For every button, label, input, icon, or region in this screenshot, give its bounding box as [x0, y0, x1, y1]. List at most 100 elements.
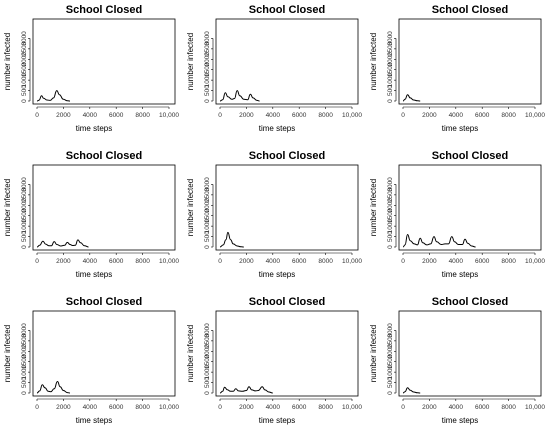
chart-panel: School Closed 0 500 1000 1500 2000 2500 3000 0 20… [366, 0, 549, 143]
y-tick-label: 500 [387, 377, 394, 388]
y-tick-label: 500 [387, 231, 394, 242]
x-tick-label: 2000 [239, 112, 254, 119]
x-tick-label: 10,000 [525, 112, 545, 119]
x-tick-label: 8000 [135, 404, 150, 411]
x-axis-label: time steps [76, 270, 112, 279]
x-tick-label: 8000 [318, 258, 333, 265]
x-tick-label: 4000 [83, 112, 98, 119]
chart-title: School Closed [66, 150, 142, 162]
x-tick-label: 4000 [449, 258, 464, 265]
infection-curve [402, 233, 476, 248]
y-tick-label: 1500 [387, 62, 394, 77]
x-tick-label: 0 [35, 404, 39, 411]
x-axis-label: time steps [259, 124, 295, 133]
y-tick-label: 0 [21, 99, 28, 103]
x-tick-label: 4000 [83, 258, 98, 265]
x-tick-label: 10,000 [159, 112, 179, 119]
y-tick-label: 1500 [204, 208, 211, 223]
x-tick-label: 0 [35, 112, 39, 119]
chart-title: School Closed [249, 150, 325, 162]
y-axis-label: number infected [3, 325, 12, 382]
y-tick-label: 0 [387, 99, 394, 103]
chart-panel: School Closed 0 500 1000 1500 2000 2500 3000 0 20… [183, 292, 366, 435]
y-tick-label: 1500 [21, 354, 28, 369]
x-axis-label: time steps [259, 270, 295, 279]
chart-title: School Closed [66, 296, 142, 308]
y-tick-label: 1000 [387, 73, 394, 88]
y-axis-label: number infected [3, 33, 12, 90]
y-tick-label: 3000 [21, 177, 28, 192]
x-tick-label: 6000 [292, 112, 307, 119]
chart-panel: School Closed 0 500 1000 1500 2000 2500 3000 0 20… [183, 146, 366, 289]
y-tick-label: 2500 [387, 41, 394, 56]
y-tick-label: 0 [387, 245, 394, 249]
y-tick-label: 3000 [204, 323, 211, 338]
y-tick-label: 0 [204, 391, 211, 395]
y-tick-label: 2500 [204, 41, 211, 56]
y-axis-label: number infected [186, 325, 195, 382]
y-tick-label: 1000 [387, 365, 394, 380]
x-tick-label: 0 [35, 258, 39, 265]
x-tick-label: 6000 [109, 258, 124, 265]
y-tick-label: 500 [204, 231, 211, 242]
y-tick-label: 1500 [204, 62, 211, 77]
plot-frame [215, 18, 359, 105]
chart-title: School Closed [249, 4, 325, 16]
chart-title: School Closed [432, 296, 508, 308]
x-tick-label: 2000 [422, 404, 437, 411]
x-tick-label: 8000 [501, 258, 516, 265]
x-tick-label: 8000 [318, 404, 333, 411]
x-tick-label: 6000 [109, 112, 124, 119]
y-tick-label: 1000 [204, 73, 211, 88]
y-tick-label: 1000 [21, 219, 28, 234]
y-tick-label: 1500 [204, 354, 211, 369]
x-tick-label: 8000 [135, 112, 150, 119]
y-tick-label: 2500 [387, 187, 394, 202]
chart-panel: School Closed 0 500 1000 1500 2000 2500 3000 0 20… [0, 292, 183, 435]
y-axis-label: number infected [3, 179, 12, 236]
x-tick-label: 0 [218, 258, 222, 265]
x-tick-label: 10,000 [159, 404, 179, 411]
x-tick-label: 8000 [501, 404, 516, 411]
x-tick-label: 2000 [56, 404, 71, 411]
y-axis-label: number infected [369, 325, 378, 382]
plot-frame [398, 164, 542, 251]
y-tick-label: 2500 [204, 187, 211, 202]
x-axis-label: time steps [76, 124, 112, 133]
x-tick-label: 6000 [475, 258, 490, 265]
x-tick-label: 2000 [422, 112, 437, 119]
x-tick-label: 10,000 [342, 404, 362, 411]
y-tick-label: 2000 [387, 52, 394, 67]
x-tick-label: 8000 [501, 112, 516, 119]
chart-title: School Closed [432, 4, 508, 16]
x-tick-label: 4000 [266, 404, 281, 411]
x-tick-label: 4000 [266, 112, 281, 119]
y-tick-label: 3000 [21, 323, 28, 338]
y-tick-label: 2000 [387, 198, 394, 213]
y-axis-label: number infected [369, 179, 378, 236]
x-tick-label: 10,000 [525, 404, 545, 411]
y-tick-label: 2000 [21, 198, 28, 213]
x-tick-label: 4000 [449, 112, 464, 119]
y-tick-label: 1000 [204, 365, 211, 380]
x-tick-label: 4000 [449, 404, 464, 411]
y-tick-label: 1000 [204, 219, 211, 234]
x-tick-label: 6000 [475, 112, 490, 119]
y-tick-label: 0 [21, 245, 28, 249]
infection-curve [36, 380, 71, 394]
y-tick-label: 3000 [387, 323, 394, 338]
chart-panel: School Closed 0 500 1000 1500 2000 2500 3000 0 20… [0, 146, 183, 289]
x-tick-label: 10,000 [342, 258, 362, 265]
y-axis-label: number infected [369, 33, 378, 90]
x-tick-label: 4000 [83, 404, 98, 411]
x-tick-label: 4000 [266, 258, 281, 265]
x-tick-label: 0 [218, 112, 222, 119]
x-tick-label: 0 [401, 112, 405, 119]
y-tick-label: 0 [204, 99, 211, 103]
x-tick-label: 6000 [292, 404, 307, 411]
y-tick-label: 3000 [387, 177, 394, 192]
x-tick-label: 0 [401, 258, 405, 265]
